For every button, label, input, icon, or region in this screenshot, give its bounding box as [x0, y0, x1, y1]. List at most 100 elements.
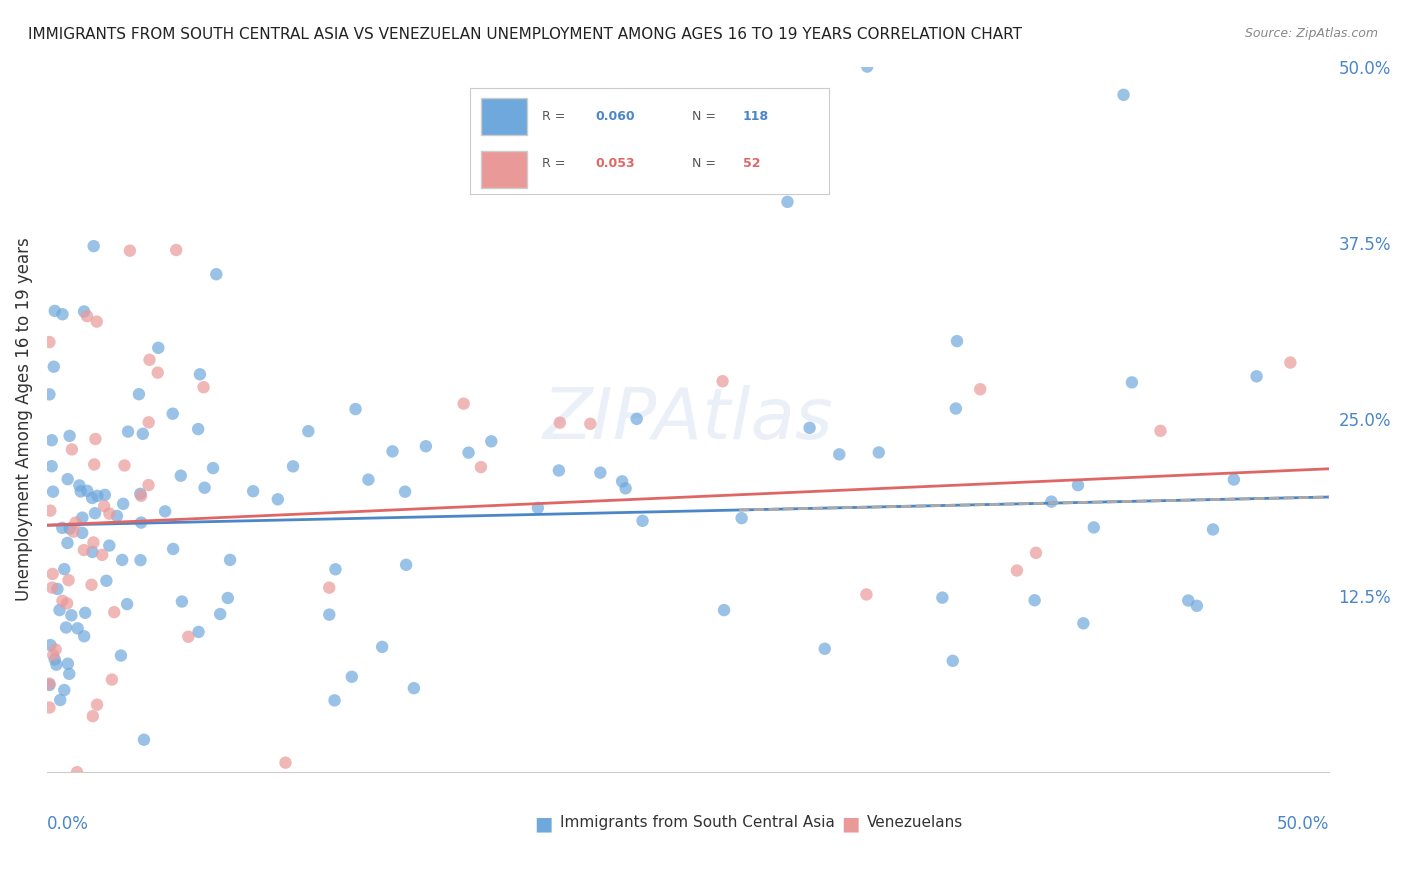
Point: [76, 483, 98, 498]
Point: [84, 432, 107, 446]
Point: [55, 620, 77, 634]
Point: [66, 621, 89, 635]
Point: [942, 654, 965, 668]
Point: [1121, 376, 1143, 390]
Point: [70, 525, 93, 540]
Point: [202, 461, 225, 475]
Point: [42, 359, 65, 374]
Point: [713, 603, 735, 617]
Point: [86, 698, 108, 712]
Point: [129, 489, 152, 503]
Point: [177, 630, 200, 644]
Y-axis label: Unemployment Among Ages 16 to 19 years: Unemployment Among Ages 16 to 19 years: [15, 237, 32, 601]
Point: [194, 481, 217, 495]
Point: [340, 670, 363, 684]
Point: [117, 425, 139, 439]
Point: [82, 535, 104, 549]
Point: [118, 244, 141, 258]
Point: [1246, 369, 1268, 384]
Point: [138, 352, 160, 367]
Text: 50.0%: 50.0%: [1277, 814, 1329, 832]
Point: [129, 516, 152, 530]
Point: [41, 566, 63, 581]
Point: [730, 511, 752, 525]
Point: [60, 442, 83, 457]
Point: [105, 508, 128, 523]
Point: [129, 553, 152, 567]
Point: [868, 445, 890, 459]
Point: [470, 460, 492, 475]
Point: [814, 641, 837, 656]
Point: [281, 459, 304, 474]
Point: [38, 334, 60, 349]
Point: [187, 624, 209, 639]
Point: [402, 681, 425, 695]
Point: [98, 507, 121, 521]
Point: [297, 424, 319, 438]
Point: [82, 491, 104, 505]
Point: [72, 510, 94, 524]
Point: [1083, 520, 1105, 534]
Point: [193, 380, 215, 394]
Point: [162, 541, 184, 556]
Point: [945, 401, 967, 416]
Point: [128, 387, 150, 401]
Point: [242, 484, 264, 499]
Text: Source: ZipAtlas.com: Source: ZipAtlas.com: [1244, 27, 1378, 40]
Point: [394, 484, 416, 499]
Point: [1149, 424, 1171, 438]
Point: [56, 472, 79, 486]
Point: [148, 341, 170, 355]
Point: [626, 412, 648, 426]
Text: ZIPAtlas: ZIPAtlas: [543, 384, 832, 454]
Point: [170, 468, 193, 483]
Point: [51, 521, 73, 535]
Point: [39, 638, 62, 652]
Point: [1112, 87, 1135, 102]
Point: [187, 422, 209, 436]
Point: [138, 478, 160, 492]
Point: [274, 756, 297, 770]
Point: [146, 366, 169, 380]
Point: [56, 596, 79, 610]
Point: [1024, 593, 1046, 607]
Point: [856, 60, 879, 74]
Text: Immigrants from South Central Asia: Immigrants from South Central Asia: [560, 814, 835, 830]
Point: [73, 543, 96, 558]
Text: 0.0%: 0.0%: [46, 814, 89, 832]
Point: [45, 657, 67, 672]
Point: [76, 309, 98, 323]
Point: [73, 304, 96, 318]
Point: [132, 426, 155, 441]
Point: [479, 434, 502, 449]
Point: [112, 497, 135, 511]
Point: [1073, 616, 1095, 631]
Point: [188, 368, 211, 382]
Point: [344, 402, 367, 417]
Point: [56, 536, 79, 550]
Point: [42, 484, 65, 499]
Point: [547, 463, 569, 477]
Point: [73, 629, 96, 643]
Point: [38, 676, 60, 690]
Point: [44, 304, 66, 318]
Point: [1067, 478, 1090, 492]
Point: [527, 500, 550, 515]
Point: [75, 606, 97, 620]
Point: [59, 522, 82, 536]
Point: [58, 573, 80, 587]
Point: [217, 591, 239, 605]
Point: [38, 678, 60, 692]
Point: [415, 439, 437, 453]
Point: [86, 315, 108, 329]
Point: [91, 548, 114, 562]
Point: [205, 267, 228, 281]
Point: [110, 648, 132, 663]
Point: [318, 607, 340, 622]
Point: [65, 516, 87, 530]
Point: [855, 587, 877, 601]
Point: [132, 732, 155, 747]
Point: [1005, 564, 1028, 578]
Point: [548, 416, 571, 430]
Point: [946, 334, 969, 348]
